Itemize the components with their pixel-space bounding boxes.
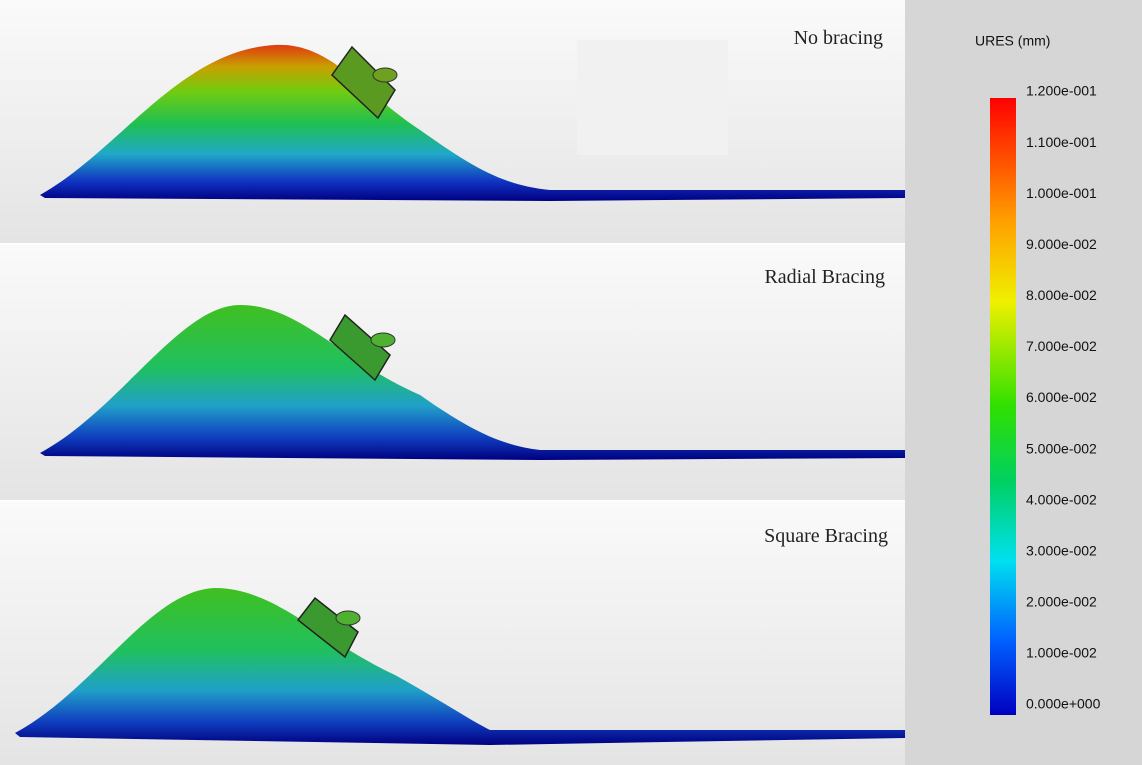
legend-label: 4.000e-002 — [1026, 491, 1097, 507]
panel-label: Radial Bracing — [764, 266, 885, 288]
legend-label: 8.000e-002 — [1026, 287, 1097, 303]
legend-label: 5.000e-002 — [1026, 440, 1097, 456]
blank-box — [577, 40, 728, 155]
panel-label: No bracing — [794, 27, 883, 49]
legend-title: URES (mm) — [975, 33, 1050, 49]
legend-label: 6.000e-002 — [1026, 389, 1097, 405]
color-bar — [990, 98, 1016, 715]
legend-label: 1.000e-001 — [1026, 185, 1097, 201]
legend-label: 0.000e+000 — [1026, 696, 1101, 712]
legend-label: 7.000e-002 — [1026, 338, 1097, 354]
legend-label: 1.100e-001 — [1026, 134, 1097, 150]
legend-label: 1.000e-002 — [1026, 645, 1097, 661]
legend-label: 3.000e-002 — [1026, 542, 1097, 558]
legend-label: 2.000e-002 — [1026, 594, 1097, 610]
legend-label: 1.200e-001 — [1026, 83, 1097, 99]
screenshot: No bracing Radial Bracing Square Bracing… — [0, 0, 1142, 765]
panel-label: Square Bracing — [764, 525, 888, 547]
legend-label: 9.000e-002 — [1026, 236, 1097, 252]
legend-bg — [905, 0, 1142, 765]
